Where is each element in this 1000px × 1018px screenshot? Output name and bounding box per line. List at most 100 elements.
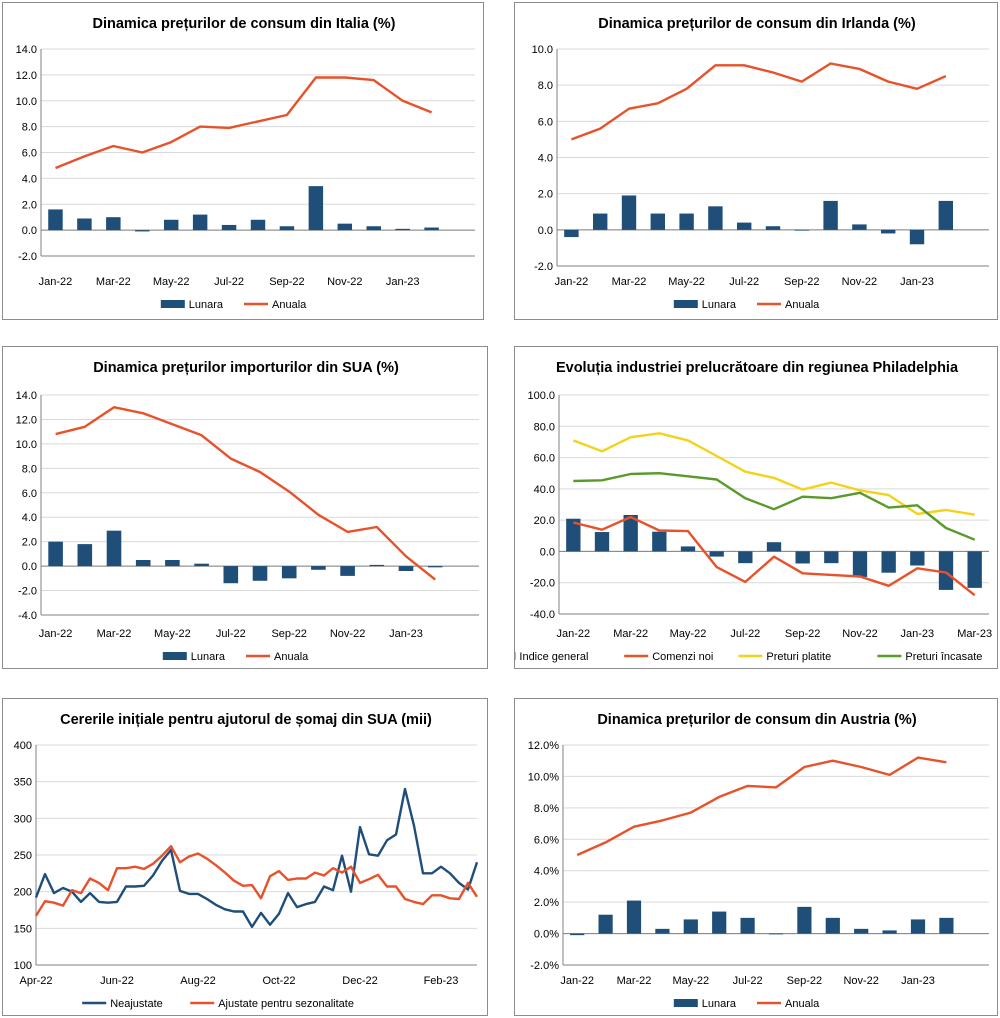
x-tick-label: Mar-22 <box>97 628 132 640</box>
bar <box>398 566 414 571</box>
x-tick-label: Nov-22 <box>842 628 877 640</box>
y-tick-label: 60.0 <box>534 453 555 465</box>
y-tick-label: 8.0 <box>22 122 37 134</box>
bar <box>77 218 92 231</box>
y-tick-label: -2.0 <box>18 586 37 598</box>
y-tick-label: 350 <box>14 777 32 789</box>
x-tick-label: Jan-22 <box>557 628 591 640</box>
bar <box>652 531 667 552</box>
y-tick-label: 10.0 <box>16 439 37 451</box>
y-tick-label: 200 <box>14 887 32 899</box>
chart-panel-sua-import-prices: Dinamica prețurilor importurilor din SUA… <box>2 346 488 669</box>
bar <box>598 914 613 934</box>
y-tick-label: 6.0 <box>538 116 553 128</box>
series-line <box>570 62 947 141</box>
legend-swatch <box>162 652 187 660</box>
legend-swatch <box>673 300 698 308</box>
chart-svg: Dinamica prețurilor importurilor din SUA… <box>16 360 479 663</box>
bar <box>795 551 810 564</box>
y-tick-label: 2.0 <box>22 199 37 211</box>
bar <box>655 928 670 934</box>
y-tick-label: 14.0 <box>16 44 37 56</box>
bar <box>910 919 926 934</box>
y-tick-label: 4.0 <box>22 512 37 524</box>
bar <box>939 917 954 934</box>
bar <box>910 551 925 566</box>
x-tick-label: Sep-22 <box>785 628 820 640</box>
bar <box>626 900 642 934</box>
x-tick-label: Jan-23 <box>900 276 934 288</box>
bar <box>737 222 752 230</box>
x-tick-label: Apr-22 <box>19 975 52 987</box>
bar <box>794 229 809 231</box>
y-tick-label: 250 <box>14 850 32 862</box>
x-tick-label: Jan-22 <box>555 276 589 288</box>
bar <box>250 219 266 231</box>
x-tick-label: Jul-22 <box>730 628 760 640</box>
bar <box>594 532 610 552</box>
y-tick-label: -4.0 <box>18 610 37 622</box>
bar <box>223 566 239 584</box>
x-tick-label: Nov-22 <box>842 276 877 288</box>
series-line <box>573 471 976 541</box>
chart-panel-irlanda-cpi: Dinamica prețurilor de consum din Irland… <box>514 2 998 320</box>
legend-swatch <box>160 300 185 308</box>
y-tick-label: 12.0 <box>16 414 37 426</box>
legend-label: Lunara <box>702 299 737 311</box>
chart-title: Dinamica prețurilor de consum din Irland… <box>598 16 916 32</box>
legend-label: Preturi platite <box>766 651 831 663</box>
legend-label: Lunara <box>702 998 737 1010</box>
chart-title: Cererile inițiale pentru ajutorul de șom… <box>60 712 432 728</box>
bar <box>712 911 727 934</box>
series-line <box>573 515 976 597</box>
bar <box>337 223 353 231</box>
series-line <box>576 756 947 857</box>
x-tick-label: Sep-22 <box>271 628 306 640</box>
y-tick-label: 0.0 <box>538 225 553 237</box>
bar <box>797 906 812 934</box>
x-tick-label: Nov-22 <box>330 628 365 640</box>
y-tick-label: 150 <box>14 923 32 935</box>
bar <box>768 933 784 935</box>
y-tick-label: 6.0 <box>22 148 37 160</box>
legend-label: Lunara <box>189 299 224 311</box>
x-tick-label: May-22 <box>154 628 191 640</box>
y-tick-label: 400 <box>14 740 32 752</box>
bar <box>709 551 724 557</box>
chart-svg: Dinamica prețurilor de consum din Irland… <box>532 16 989 311</box>
bar <box>852 224 867 230</box>
y-tick-label: -2.0% <box>530 960 559 972</box>
bar <box>564 229 579 238</box>
x-tick-label: May-22 <box>153 276 190 288</box>
x-tick-label: Nov-22 <box>843 975 878 987</box>
bar <box>135 230 150 232</box>
bar <box>48 209 63 231</box>
x-tick-label: Jul-22 <box>733 975 763 987</box>
bar <box>765 226 781 230</box>
bar <box>192 214 208 231</box>
x-tick-label: Aug-22 <box>180 975 215 987</box>
bar <box>570 933 585 936</box>
bar <box>135 560 151 567</box>
y-tick-label: 6.0% <box>534 834 559 846</box>
y-tick-label: 12.0% <box>528 740 559 752</box>
x-tick-label: Jul-22 <box>216 628 246 640</box>
x-tick-label: Jan-23 <box>386 276 420 288</box>
x-tick-label: May-22 <box>670 628 707 640</box>
x-tick-label: Jan-22 <box>560 975 594 987</box>
x-tick-label: Sep-22 <box>269 276 304 288</box>
x-tick-label: Feb-23 <box>424 975 459 987</box>
chart-panel-italia-cpi: Dinamica prețurilor de consum din Italia… <box>2 2 484 320</box>
legend-label: Anuala <box>785 998 820 1010</box>
legend-label: Preturi încasate <box>905 651 982 663</box>
series-line <box>572 432 975 516</box>
y-tick-label: 4.0 <box>538 153 553 165</box>
y-tick-label: 10.0 <box>532 44 553 56</box>
chart-panel-philadelphia-manufacturing: Evoluția industriei prelucrătoare din re… <box>514 346 998 669</box>
y-tick-label: 8.0 <box>538 80 553 92</box>
bar <box>824 551 839 564</box>
bar <box>427 566 443 568</box>
x-tick-label: Sep-22 <box>784 276 819 288</box>
y-tick-label: 2.0 <box>538 189 553 201</box>
bar <box>395 228 410 231</box>
